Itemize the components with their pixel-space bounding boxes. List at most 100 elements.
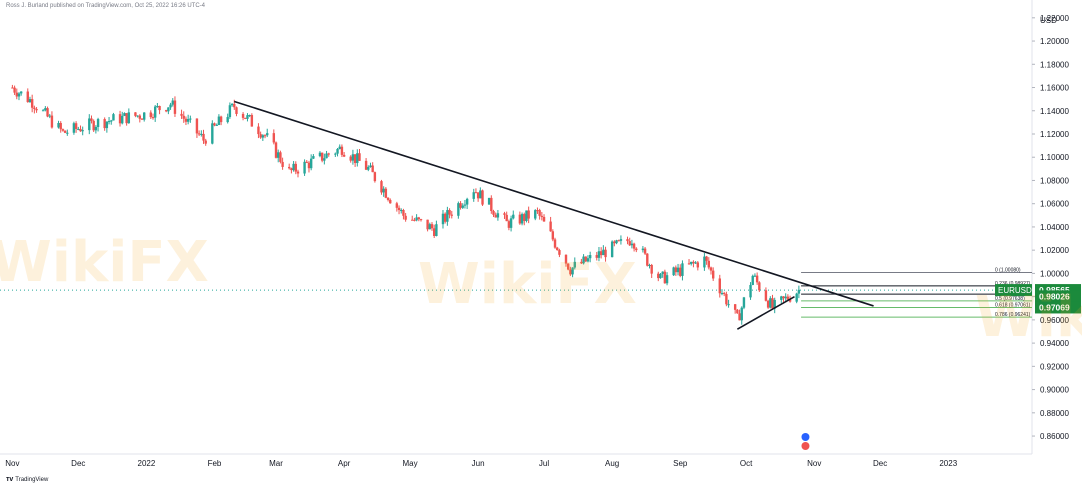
candle-body bbox=[753, 275, 757, 277]
candle-body bbox=[650, 264, 653, 274]
candle-body bbox=[571, 267, 574, 275]
x-tick-label: May bbox=[402, 459, 417, 468]
candle-body bbox=[338, 146, 341, 149]
candle-body bbox=[246, 115, 249, 119]
candle-body bbox=[604, 249, 607, 258]
candle-body bbox=[797, 289, 801, 294]
candle-body bbox=[582, 256, 585, 264]
candle-body bbox=[635, 248, 638, 251]
y-tick-label: 1.12000 bbox=[1040, 130, 1069, 139]
y-tick-label: 1.10000 bbox=[1040, 153, 1069, 162]
candle-body bbox=[153, 106, 157, 118]
candle-body bbox=[202, 133, 205, 141]
x-tick-label: 2023 bbox=[939, 459, 957, 468]
candle-body bbox=[610, 241, 614, 258]
candle-body bbox=[103, 119, 106, 129]
candle-body bbox=[736, 309, 739, 314]
candle-body bbox=[696, 262, 700, 268]
candle-body bbox=[520, 214, 524, 224]
candle-body bbox=[472, 192, 475, 199]
candle-body bbox=[279, 152, 282, 162]
candle-body bbox=[307, 162, 311, 169]
candle-body bbox=[569, 269, 572, 275]
candle-body bbox=[580, 261, 583, 264]
x-tick-label: Dec bbox=[873, 459, 887, 468]
candle-body bbox=[459, 203, 462, 208]
candle-body bbox=[57, 122, 60, 128]
candle-body bbox=[294, 163, 297, 172]
candle-body bbox=[325, 153, 328, 159]
candle-body bbox=[461, 205, 464, 208]
candle-body bbox=[659, 274, 662, 279]
candle-body bbox=[204, 140, 207, 144]
candle-body bbox=[230, 103, 234, 106]
candle-body bbox=[290, 168, 293, 171]
candle-body bbox=[305, 161, 308, 163]
y-tick-label: 0.88000 bbox=[1040, 409, 1069, 418]
candle-body bbox=[615, 240, 618, 244]
candle-body bbox=[584, 256, 587, 262]
candle-body bbox=[74, 123, 78, 129]
price-tag-bg bbox=[1035, 301, 1081, 314]
candle-body bbox=[428, 224, 431, 230]
candle-body bbox=[709, 267, 713, 271]
candle-body bbox=[465, 198, 469, 205]
y-tick-label: 1.02000 bbox=[1040, 246, 1069, 255]
candle-body bbox=[369, 165, 372, 168]
candle-body bbox=[59, 122, 62, 130]
candle-body bbox=[641, 248, 645, 251]
price-tag-value: 0.97069 bbox=[1039, 302, 1070, 312]
candle-body bbox=[766, 300, 770, 308]
candle-body bbox=[782, 296, 785, 299]
price-tag-value: 0.98565 bbox=[1039, 285, 1070, 295]
candle-body bbox=[226, 117, 229, 123]
currency-label: USD bbox=[1040, 16, 1057, 25]
candle-body bbox=[215, 124, 218, 126]
candle-body bbox=[733, 304, 737, 310]
candle-body bbox=[156, 105, 159, 107]
candle-body bbox=[140, 118, 144, 120]
candle-body bbox=[367, 167, 370, 170]
candle-body bbox=[751, 275, 754, 285]
candle-body bbox=[197, 133, 201, 135]
candle-body bbox=[496, 213, 500, 218]
candle-body bbox=[694, 262, 697, 264]
candle-body bbox=[769, 298, 772, 308]
candle-body bbox=[630, 243, 634, 246]
candle-body bbox=[525, 210, 528, 221]
candle-body bbox=[725, 294, 728, 305]
x-tick-label: Jul bbox=[539, 459, 549, 468]
candle-body bbox=[382, 188, 385, 193]
candle-body bbox=[419, 219, 423, 221]
candle-body bbox=[690, 261, 693, 264]
candle-body bbox=[411, 219, 414, 221]
y-tick-label: 1.16000 bbox=[1040, 84, 1069, 93]
candle-body bbox=[505, 214, 508, 222]
fib-level-label: 0.786 (0.96241) bbox=[995, 312, 1031, 318]
candle-body bbox=[292, 163, 295, 171]
tradingview-brand: TradingView bbox=[15, 477, 49, 483]
candle-body bbox=[665, 275, 669, 284]
fib-level-label: 0.618 (0.97061) bbox=[995, 303, 1031, 309]
candle-body bbox=[540, 215, 544, 217]
candle-body bbox=[30, 99, 34, 108]
candle-body bbox=[48, 115, 51, 117]
candle-body bbox=[261, 135, 265, 138]
fib-level-label: 0.5 (0.97638) bbox=[995, 296, 1025, 302]
candle-body bbox=[435, 224, 438, 236]
candle-body bbox=[169, 104, 172, 108]
symbol-tag-bg bbox=[995, 284, 1032, 297]
candle-body bbox=[542, 216, 546, 222]
candle-body bbox=[599, 251, 603, 256]
economic-event-icon bbox=[801, 442, 810, 450]
candle-body bbox=[244, 117, 247, 119]
candle-body bbox=[711, 270, 715, 279]
tradingview-logo[interactable]: ᴛᴠ TradingView bbox=[6, 476, 48, 483]
candle-body bbox=[446, 210, 449, 222]
candle-body bbox=[549, 221, 552, 232]
candle-body bbox=[384, 188, 388, 198]
candle-body bbox=[105, 121, 109, 129]
candle-body bbox=[538, 210, 541, 216]
